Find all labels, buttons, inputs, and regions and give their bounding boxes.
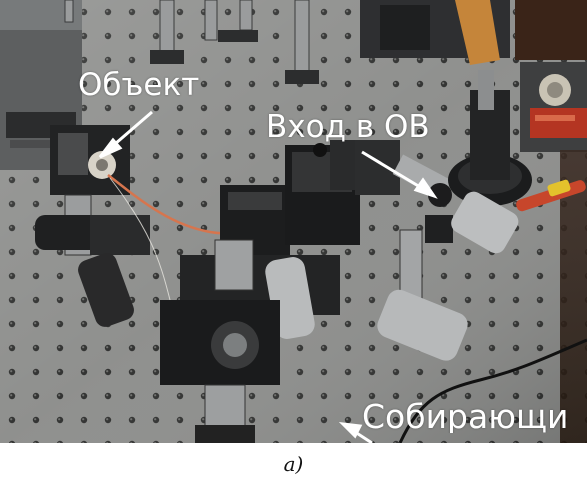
arrow-fiber-input [361, 150, 438, 199]
fiber-input-label: Вход в ОВ [266, 109, 430, 145]
fiber-input-holder [355, 140, 468, 361]
object-label: Объект [78, 67, 200, 103]
collecting-label: Собирающи [362, 400, 569, 433]
rotation-stage [448, 70, 586, 254]
lab-photo [0, 0, 587, 443]
arrow-collecting [338, 422, 373, 443]
figure-caption: a) [283, 452, 304, 476]
collecting-lens-holder [160, 300, 280, 443]
object-holder [35, 125, 150, 327]
background-posts [64, 0, 310, 76]
floor-right [560, 150, 587, 443]
black-cable [398, 338, 587, 443]
equipment-top-right [360, 0, 587, 152]
arrow-object [98, 110, 153, 159]
